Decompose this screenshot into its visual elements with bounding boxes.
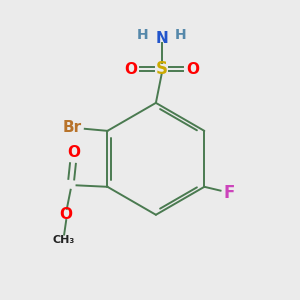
- Text: N: N: [155, 31, 168, 46]
- Text: F: F: [224, 184, 235, 202]
- Text: H: H: [137, 28, 148, 42]
- Text: Br: Br: [62, 120, 82, 135]
- Text: CH₃: CH₃: [52, 235, 74, 245]
- Text: S: S: [156, 60, 168, 78]
- Text: O: O: [186, 61, 199, 76]
- Text: O: O: [60, 207, 73, 222]
- Text: H: H: [175, 28, 187, 42]
- Text: O: O: [67, 146, 80, 160]
- Text: O: O: [124, 61, 137, 76]
